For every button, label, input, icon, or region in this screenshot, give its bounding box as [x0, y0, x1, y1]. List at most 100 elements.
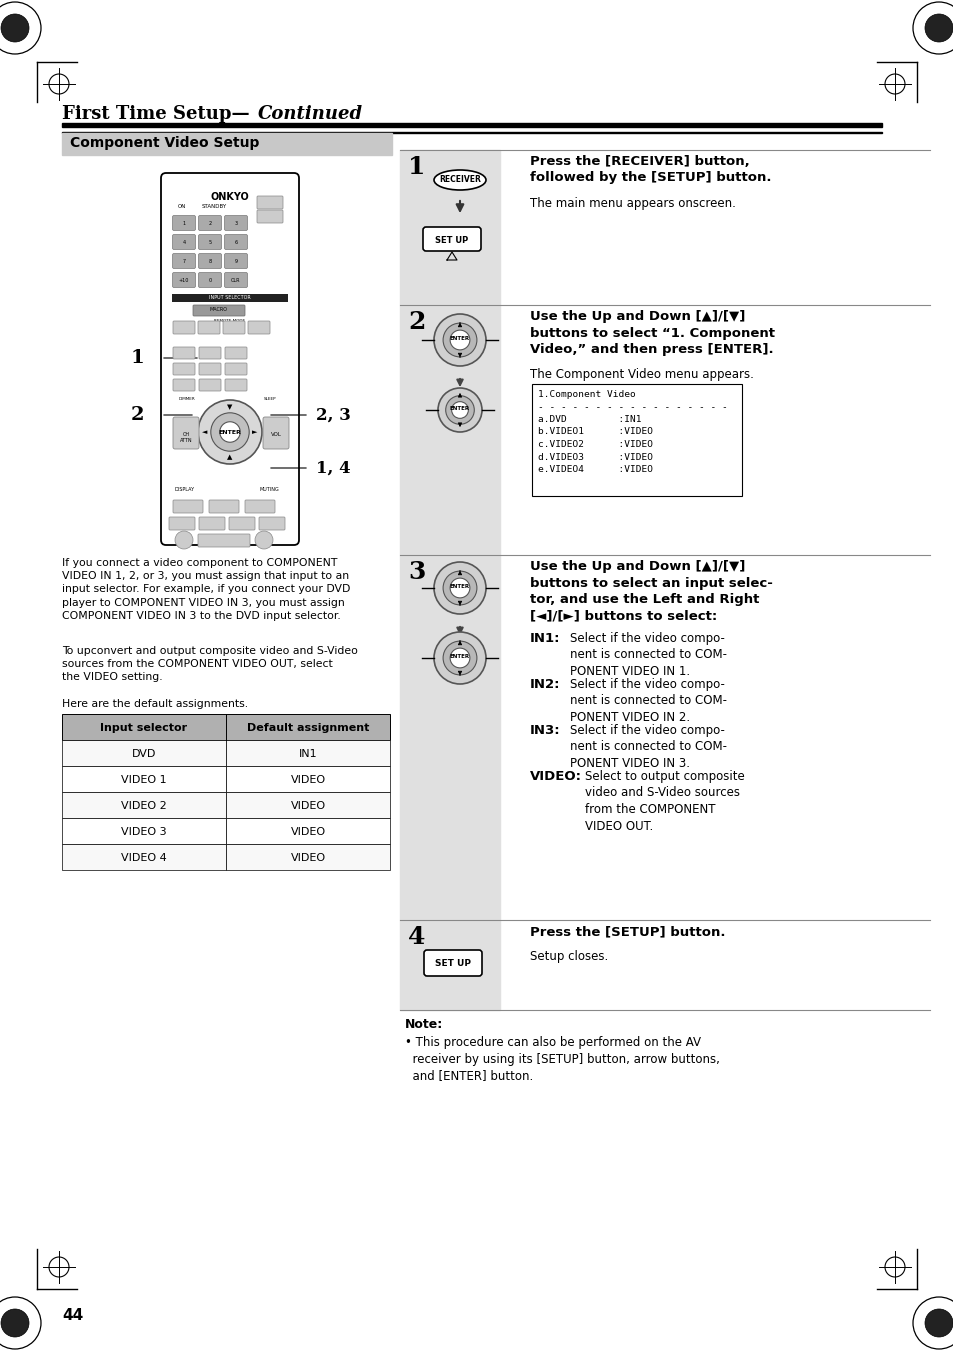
- Bar: [399, 150, 499, 1011]
- Text: Continued: Continued: [257, 105, 363, 123]
- Text: VIDEO: VIDEO: [290, 775, 325, 785]
- Text: VIDEO:: VIDEO:: [530, 770, 581, 784]
- Bar: [62, 844, 226, 870]
- Text: Select if the video compo-
nent is connected to COM-
PONENT VIDEO IN 2.: Select if the video compo- nent is conne…: [569, 678, 726, 724]
- Circle shape: [924, 14, 952, 42]
- Bar: [226, 817, 390, 844]
- Circle shape: [198, 400, 262, 463]
- Text: • This procedure can also be performed on the AV
  receiver by using its [SETUP]: • This procedure can also be performed o…: [405, 1036, 720, 1082]
- FancyBboxPatch shape: [225, 380, 247, 390]
- Text: Here are the default assignments.: Here are the default assignments.: [62, 698, 248, 709]
- Text: CH
ATTN: CH ATTN: [179, 432, 193, 443]
- Text: 1, 4: 1, 4: [315, 459, 351, 477]
- FancyBboxPatch shape: [198, 235, 221, 250]
- Text: 2, 3: 2, 3: [315, 407, 351, 423]
- Text: MUTING: MUTING: [260, 486, 279, 492]
- Text: IN1: IN1: [298, 748, 317, 759]
- Text: Component Video Setup: Component Video Setup: [70, 136, 259, 150]
- Text: Select to output composite
video and S-Video sources
from the COMPONENT
VIDEO OU: Select to output composite video and S-V…: [584, 770, 744, 832]
- FancyBboxPatch shape: [258, 517, 285, 530]
- Text: SET UP: SET UP: [435, 236, 468, 245]
- Circle shape: [442, 323, 476, 357]
- Text: 3: 3: [234, 222, 237, 226]
- Text: Setup closes.: Setup closes.: [530, 950, 608, 963]
- Text: Default assignment: Default assignment: [247, 723, 369, 734]
- Bar: [226, 766, 390, 792]
- Text: 4: 4: [408, 925, 425, 948]
- Circle shape: [450, 578, 470, 598]
- Circle shape: [434, 632, 485, 684]
- Text: 9: 9: [234, 259, 237, 263]
- FancyBboxPatch shape: [172, 500, 203, 513]
- Text: VIDEO: VIDEO: [290, 801, 325, 811]
- FancyBboxPatch shape: [193, 305, 245, 316]
- FancyBboxPatch shape: [223, 322, 245, 334]
- Text: Select if the video compo-
nent is connected to COM-
PONENT VIDEO IN 3.: Select if the video compo- nent is conne…: [569, 724, 726, 770]
- Text: 4: 4: [182, 240, 186, 245]
- FancyBboxPatch shape: [248, 322, 270, 334]
- FancyBboxPatch shape: [172, 380, 194, 390]
- FancyBboxPatch shape: [172, 363, 194, 376]
- Text: +10: +10: [178, 278, 189, 282]
- FancyBboxPatch shape: [199, 517, 225, 530]
- FancyBboxPatch shape: [199, 363, 221, 376]
- FancyBboxPatch shape: [198, 534, 250, 547]
- Text: VIDEO 2: VIDEO 2: [121, 801, 167, 811]
- Text: VIDEO 4: VIDEO 4: [121, 852, 167, 863]
- Bar: [172, 295, 288, 303]
- Text: 5: 5: [208, 240, 212, 245]
- Circle shape: [219, 422, 240, 442]
- Circle shape: [211, 413, 249, 451]
- Bar: [226, 792, 390, 817]
- FancyBboxPatch shape: [172, 417, 199, 449]
- Text: Input selector: Input selector: [100, 723, 188, 734]
- Text: Use the Up and Down [▲]/[▼]
buttons to select an input selec-
tor, and use the L: Use the Up and Down [▲]/[▼] buttons to s…: [530, 561, 772, 623]
- Text: ENTER: ENTER: [218, 430, 241, 435]
- FancyBboxPatch shape: [224, 273, 247, 288]
- Text: INPUT SELECTOR: INPUT SELECTOR: [209, 295, 251, 300]
- Text: 7: 7: [182, 259, 186, 263]
- Text: MACRO: MACRO: [210, 307, 228, 312]
- Text: ENTER: ENTER: [450, 654, 470, 659]
- Circle shape: [445, 396, 474, 424]
- Text: 44: 44: [62, 1308, 83, 1323]
- Text: ENTER: ENTER: [450, 336, 470, 342]
- Circle shape: [437, 388, 481, 432]
- Text: RECEIVER: RECEIVER: [438, 174, 480, 184]
- Text: If you connect a video component to COMPONENT
VIDEO IN 1, 2, or 3, you must assi: If you connect a video component to COMP…: [62, 558, 350, 621]
- Text: 1: 1: [131, 349, 144, 367]
- Text: ►: ►: [252, 430, 257, 435]
- Text: IN1:: IN1:: [530, 632, 560, 644]
- Text: The main menu appears onscreen.: The main menu appears onscreen.: [530, 197, 735, 209]
- Bar: [62, 123, 882, 127]
- Text: 2: 2: [408, 309, 425, 334]
- Text: DISPLAY: DISPLAY: [174, 486, 195, 492]
- Bar: [62, 792, 226, 817]
- Bar: [62, 817, 226, 844]
- Circle shape: [434, 313, 485, 366]
- FancyBboxPatch shape: [172, 347, 194, 359]
- FancyBboxPatch shape: [198, 273, 221, 288]
- FancyBboxPatch shape: [423, 950, 481, 975]
- Text: IN2:: IN2:: [530, 678, 560, 690]
- Text: Note:: Note:: [405, 1019, 443, 1031]
- Text: SLEEP: SLEEP: [264, 397, 276, 401]
- Text: 1.Component Video
- - - - - - - - - - - - - - - - -
a.DVD         :IN1
b.VIDEO1 : 1.Component Video - - - - - - - - - - - …: [537, 390, 727, 474]
- Text: 6: 6: [234, 240, 237, 245]
- Text: To upconvert and output composite video and S-Video
sources from the COMPONENT V: To upconvert and output composite video …: [62, 646, 357, 682]
- Bar: [62, 766, 226, 792]
- FancyBboxPatch shape: [263, 417, 289, 449]
- Text: 3: 3: [408, 561, 425, 584]
- Text: First Time Setup—: First Time Setup—: [62, 105, 250, 123]
- FancyBboxPatch shape: [199, 380, 221, 390]
- Text: IN3:: IN3:: [530, 724, 560, 738]
- Circle shape: [254, 531, 273, 549]
- FancyBboxPatch shape: [172, 254, 195, 269]
- FancyBboxPatch shape: [172, 235, 195, 250]
- Text: VOL: VOL: [271, 432, 281, 436]
- Circle shape: [450, 330, 470, 350]
- FancyBboxPatch shape: [161, 173, 298, 544]
- Circle shape: [442, 642, 476, 676]
- Text: VIDEO 1: VIDEO 1: [121, 775, 167, 785]
- Text: ONKYO: ONKYO: [211, 192, 249, 203]
